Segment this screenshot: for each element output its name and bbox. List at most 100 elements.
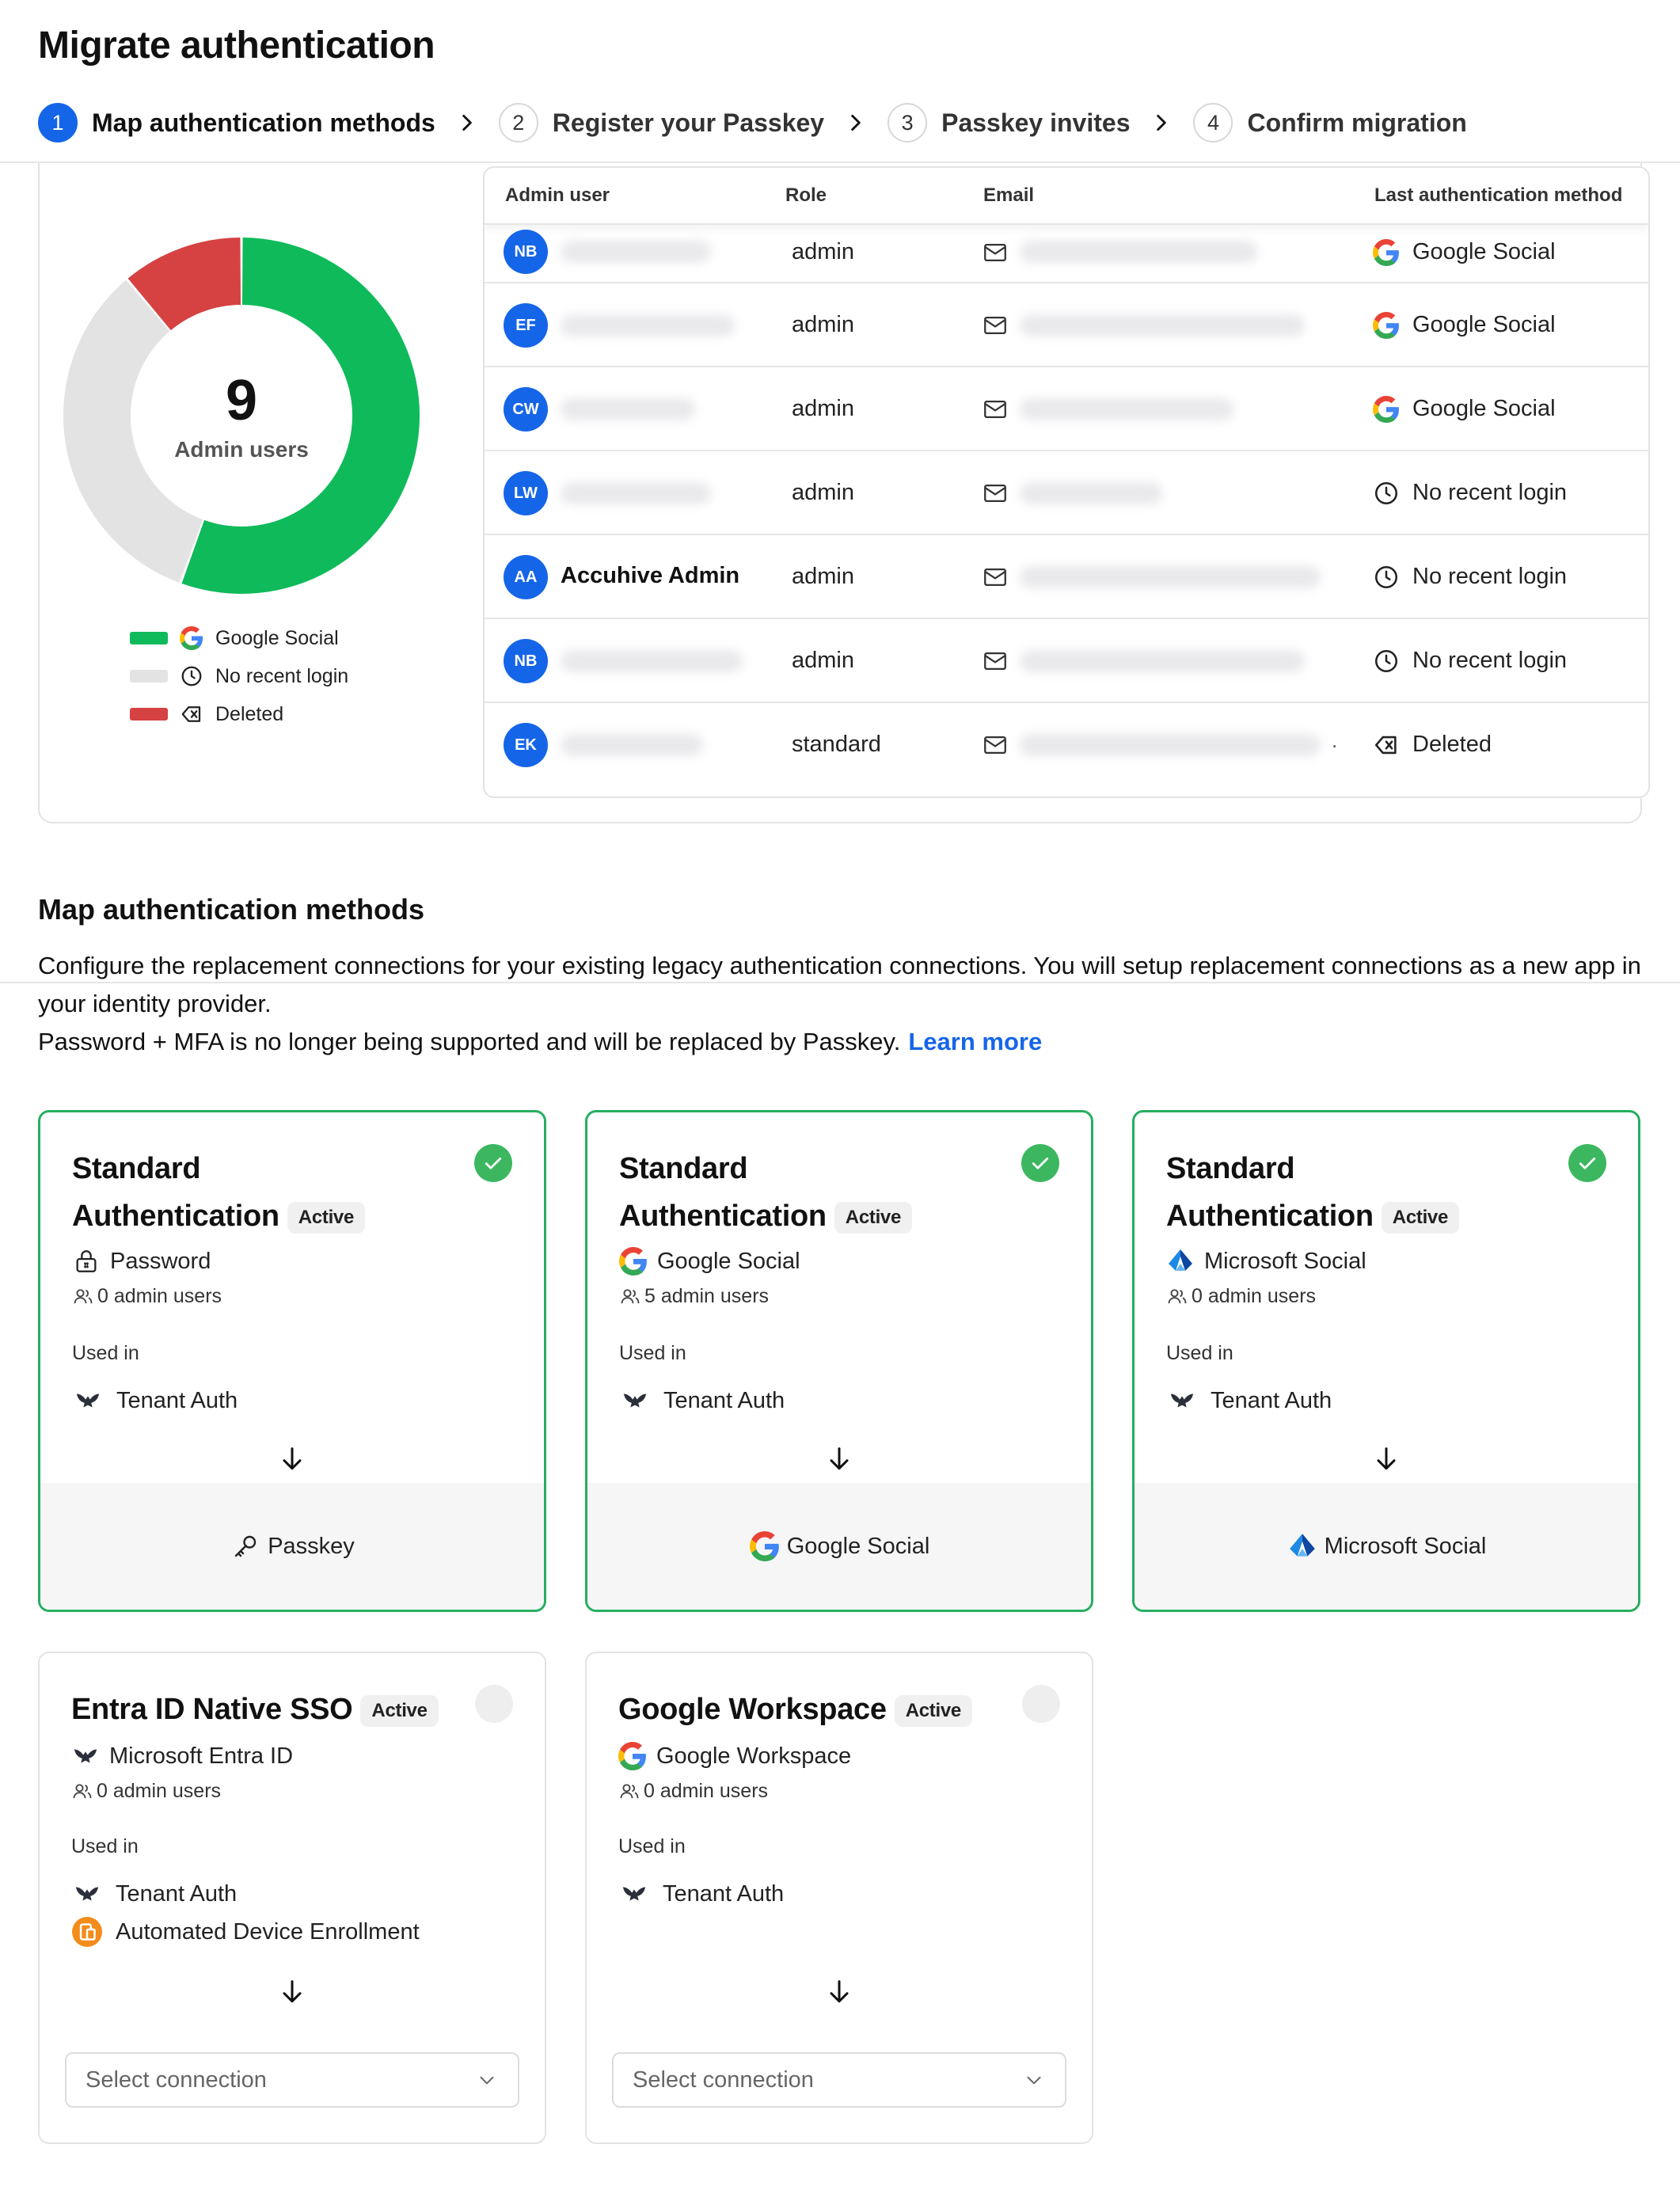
select-connection-dropdown[interactable]: Select connection [612, 2052, 1066, 2108]
column-header-email[interactable]: Email [983, 184, 1035, 206]
google-icon [1373, 312, 1400, 339]
used-in-label: Used in [618, 1835, 686, 1857]
role-cell: admin [792, 480, 854, 505]
role-cell: standard [792, 732, 881, 757]
mail-icon [982, 480, 1009, 507]
redacted-name [561, 241, 711, 263]
card-title-line: Google Workspace Active [618, 1693, 972, 1727]
table-row[interactable]: NB admin Google Social [485, 225, 1648, 283]
legend-swatch [130, 670, 168, 682]
usage-item: Automated Device Enrollment [71, 1916, 420, 1948]
legend-label: Deleted [215, 702, 284, 725]
redacted-name [561, 734, 703, 756]
tenant-bird-icon [72, 1385, 104, 1416]
admin-users-count: 0 admin users [618, 1780, 768, 1803]
chevron-right-icon [1130, 112, 1193, 133]
auth-card-microsoft-social[interactable]: Standard Authentication Active Microsoft … [1132, 1110, 1640, 1612]
step-register-passkey[interactable]: 2 Register your Passkey [498, 103, 824, 143]
target-label: Google Social [786, 1533, 930, 1559]
table-row[interactable]: LW admin No recent login [485, 451, 1648, 535]
usage-label: Tenant Auth [663, 1880, 785, 1907]
avatar: EK [504, 723, 548, 767]
table-row[interactable]: EK standard . Deleted [485, 703, 1648, 787]
select-connection-dropdown[interactable]: Select connection [65, 2052, 519, 2108]
users-icon [1166, 1286, 1188, 1308]
method-label: Google Social [657, 1248, 800, 1274]
used-in-label: Used in [619, 1342, 686, 1364]
entra-bird-icon [71, 1742, 100, 1770]
auth-method: Microsoft Social [1166, 1247, 1366, 1276]
step-confirm-migration[interactable]: 4 Confirm migration [1193, 103, 1467, 143]
step-label: Confirm migration [1247, 108, 1467, 137]
admin-users-count: 0 admin users [71, 1780, 221, 1803]
column-header-admin-user[interactable]: Admin user [505, 184, 610, 206]
avatar: CW [504, 387, 548, 432]
usage-item: Tenant Auth [618, 1878, 784, 1910]
last-auth-method: No recent login [1412, 648, 1568, 673]
learn-more-link[interactable]: Learn more [908, 1028, 1043, 1055]
clock-icon [179, 663, 204, 689]
auth-method: Google Workspace [618, 1742, 851, 1770]
redacted-name [561, 650, 743, 672]
step-map-authentication-methods[interactable]: 1 Map authentication methods [38, 103, 435, 143]
column-header-last-auth-method[interactable]: Last authentication method [1374, 184, 1623, 206]
users-label: 0 admin users [644, 1780, 769, 1802]
donut-slice-deleted [127, 238, 241, 331]
redacted-email [1020, 734, 1321, 756]
arrow-down-icon [1370, 1443, 1402, 1475]
replacement-connection: Passkey [40, 1483, 544, 1610]
table-row[interactable]: NB admin No recent login [485, 619, 1648, 703]
legend-item-deleted: Deleted [130, 695, 348, 733]
arrow-down-icon [276, 1976, 308, 2008]
microsoft-icon [1287, 1530, 1318, 1562]
role-cell: admin [792, 239, 854, 264]
target-label: Microsoft Social [1324, 1533, 1487, 1559]
replacement-connection: Google Social [587, 1483, 1091, 1610]
last-auth-method: No recent login [1412, 480, 1568, 505]
step-number: 4 [1193, 103, 1233, 143]
divider [0, 982, 1680, 983]
table-row[interactable]: AA Accuhive Admin admin No recent login [485, 535, 1648, 619]
legend-swatch [130, 632, 168, 644]
used-in-label: Used in [71, 1835, 139, 1857]
card-title-line2: Authentication Active [619, 1200, 913, 1234]
avatar: EF [504, 303, 548, 348]
users-label: 5 admin users [644, 1285, 770, 1307]
key-icon [230, 1530, 261, 1562]
chevron-right-icon [435, 112, 499, 133]
user-name: Accuhive Admin [561, 563, 740, 588]
last-auth-method: No recent login [1412, 564, 1568, 589]
arrow-down-icon [276, 1443, 308, 1475]
lock-icon [72, 1247, 101, 1276]
auth-card-google-social[interactable]: Standard Authentication Active Google Soc… [585, 1110, 1093, 1612]
admin-users-count: 5 admin users [619, 1285, 769, 1308]
usage-label: Tenant Auth [116, 1880, 238, 1907]
tenant-bird-icon [618, 1878, 650, 1910]
card-title-text: Entra ID Native SSO [71, 1693, 353, 1726]
card-title-text: Authentication [1166, 1200, 1374, 1233]
column-header-role[interactable]: Role [785, 184, 827, 206]
auth-card-password[interactable]: Standard Authentication Active Password 0… [38, 1110, 546, 1612]
redacted-name [561, 314, 735, 336]
step-passkey-invites[interactable]: 3 Passkey invites [888, 103, 1130, 143]
avatar: NB [504, 639, 548, 683]
google-icon [619, 1247, 648, 1276]
auth-card-entra-id-native-sso[interactable]: Entra ID Native SSO Active Microsoft Entr… [38, 1652, 546, 2144]
google-icon [179, 625, 204, 651]
check-icon [474, 1144, 512, 1182]
used-in-label: Used in [72, 1342, 139, 1364]
replacement-connection: Microsoft Social [1135, 1483, 1638, 1610]
table-row[interactable]: CW admin Google Social [485, 367, 1648, 451]
avatar: AA [504, 555, 548, 599]
auth-card-google-workspace[interactable]: Google Workspace Active Google Workspace … [585, 1652, 1093, 2144]
status-badge: Active [360, 1694, 439, 1727]
chevron-down-icon [1024, 2070, 1044, 2090]
redacted-email [1020, 482, 1162, 504]
table-row[interactable]: EF admin Google Social [485, 283, 1648, 367]
admin-users-count: 9 [225, 369, 258, 432]
redacted-email [1020, 241, 1257, 263]
card-title: Standard [72, 1152, 201, 1185]
admin-users-label: Admin users [174, 437, 309, 462]
donut-center: 9 Admin users [63, 238, 420, 594]
status-badge: Active [834, 1201, 913, 1234]
